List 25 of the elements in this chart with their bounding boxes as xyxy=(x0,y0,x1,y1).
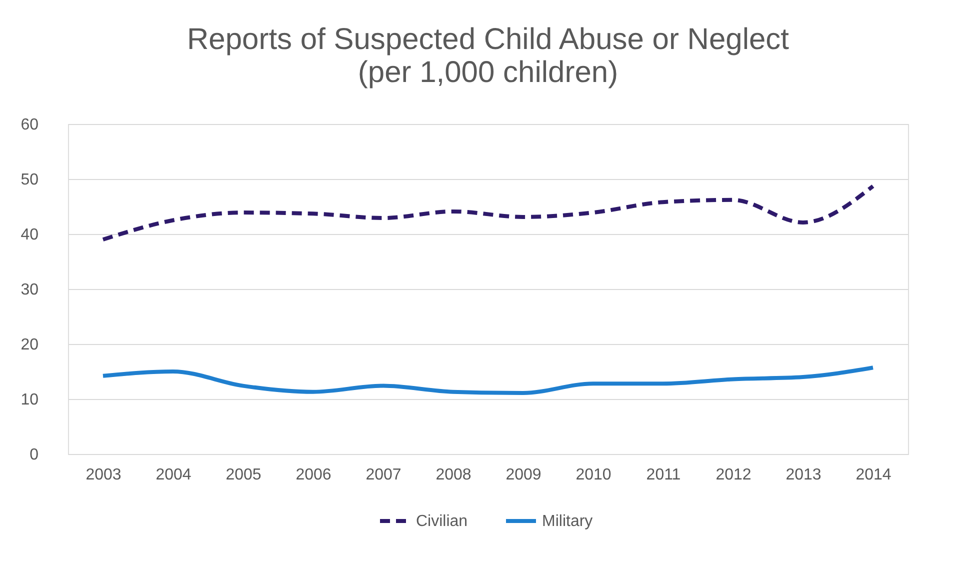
x-tick-label: 2005 xyxy=(226,466,262,484)
x-tick-label: 2012 xyxy=(716,466,752,484)
x-tick-label: 2008 xyxy=(436,466,472,484)
x-tick-label: 2010 xyxy=(576,466,612,484)
y-tick-label: 10 xyxy=(20,392,39,408)
x-tick-label: 2013 xyxy=(786,466,822,484)
legend-label: Civilian xyxy=(416,513,468,530)
y-tick-label: 60 xyxy=(20,116,39,134)
x-tick-label: 2003 xyxy=(86,466,122,484)
line-series xyxy=(101,366,875,395)
y-tick-label: 30 xyxy=(20,282,39,298)
x-tick-label: 2007 xyxy=(366,466,402,484)
x-tick-label: 2004 xyxy=(156,466,192,484)
x-tick-label: 2014 xyxy=(856,466,892,484)
x-tick-label: 2011 xyxy=(646,466,681,484)
y-tick-label: 50 xyxy=(20,172,39,188)
y-tick-label: 40 xyxy=(20,226,39,244)
legend-label: Military xyxy=(542,513,593,530)
y-tick-label: 0 xyxy=(30,446,39,464)
chart-title: Reports of Suspected Child Abuse or Neglect xyxy=(186,23,790,56)
x-tick-label: 2009 xyxy=(506,466,542,484)
y-tick-label: 20 xyxy=(20,336,39,354)
chart-subtitle: (per 1,000 children) xyxy=(358,56,618,89)
line-series xyxy=(101,184,875,242)
x-tick-label: 2006 xyxy=(296,466,332,484)
